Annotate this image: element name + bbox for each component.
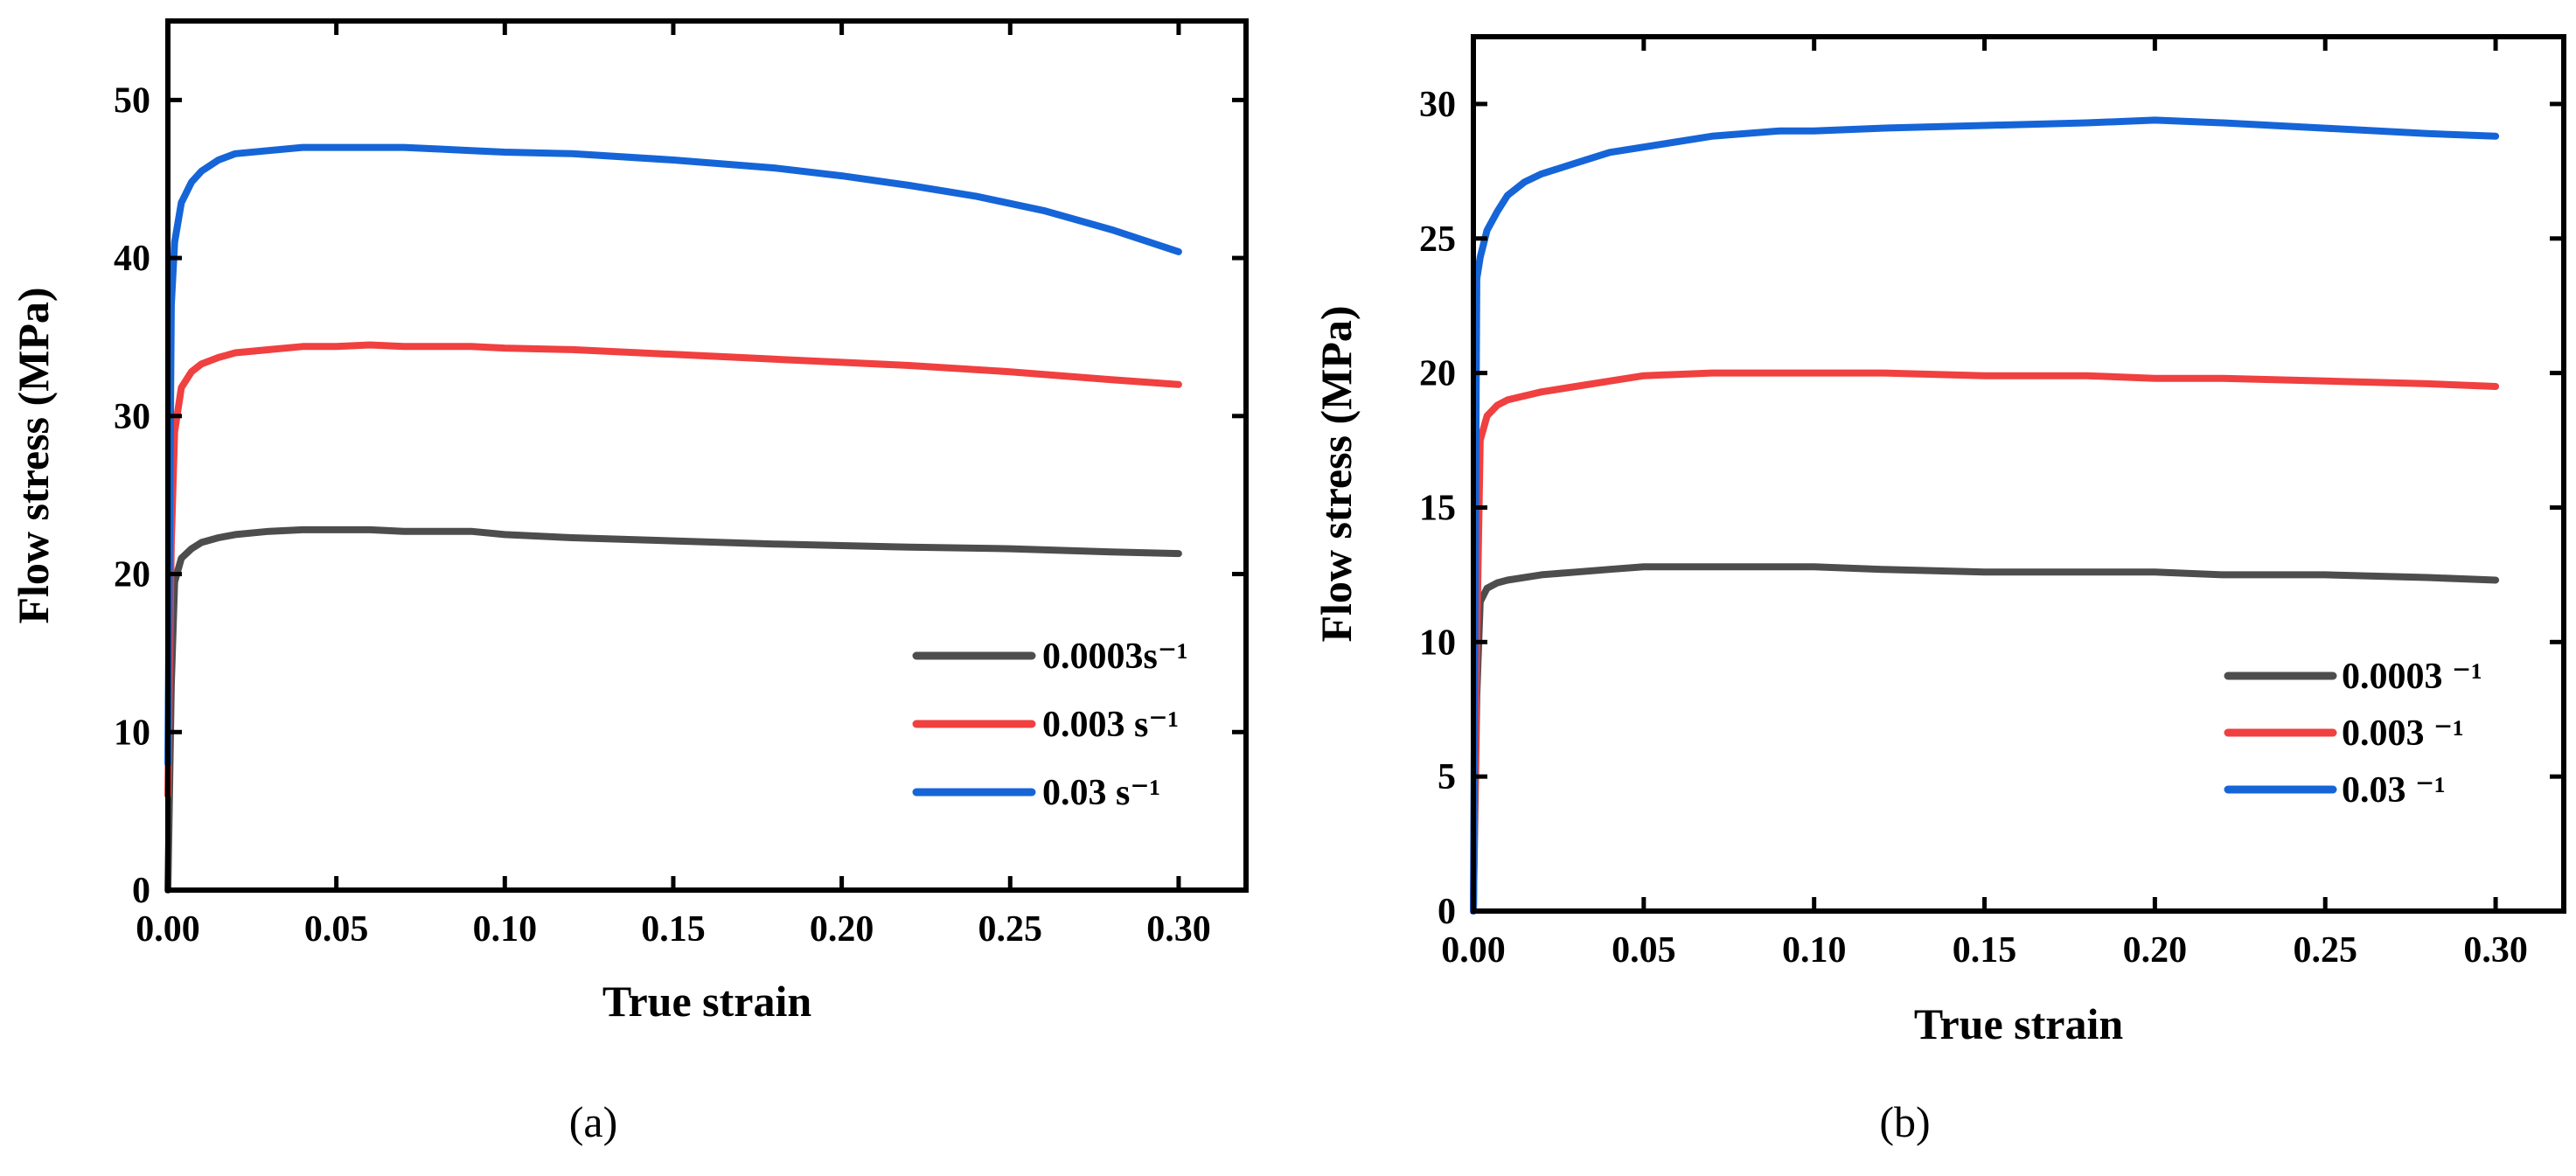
x-tick-label-b-6: 0.30 (2463, 930, 2528, 971)
y-tick-label-b-5: 25 (1419, 219, 1456, 260)
x-tick-label-a-1: 0.05 (304, 909, 369, 950)
chart-a: 0.00 0.05 0.10 0.15 0.20 0.25 0.30 0 10 20 30 40 50 T… (9, 18, 1249, 1146)
x-tick-label-a-5: 0.25 (978, 909, 1043, 950)
y-tick-label-b-4: 20 (1419, 354, 1456, 394)
x-tick-label-b-1: 0.05 (1612, 930, 1676, 971)
y-tick-label-a-4: 40 (114, 239, 150, 279)
y-tick-label-b-6: 30 (1419, 85, 1456, 125)
y-axis-title-a: Flow stress (MPa) (9, 287, 58, 623)
x-axis-title-a: True strain (602, 977, 812, 1026)
legend-label-b-2: 0.03 ⁻¹ (2342, 770, 2446, 811)
x-tick-label-b-3: 0.15 (1953, 930, 2017, 971)
legend-label-a-2: 0.03 s⁻¹ (1042, 773, 1160, 813)
y-tick-label-a-3: 30 (114, 397, 150, 437)
y-tick-label-a-5: 50 (114, 80, 150, 121)
series-line-b-2 (1470, 116, 2500, 915)
chart-b: 0.00 0.05 0.10 0.15 0.20 0.25 0.30 0 5 10 15 20 25 30… (1312, 34, 2566, 1146)
y-tick-label-a-0: 0 (132, 871, 150, 911)
y-tick-label-b-0: 0 (1438, 892, 1456, 932)
panel-label-b: (b) (1879, 1097, 1930, 1146)
series-line-a-0 (164, 525, 1182, 894)
y-tick-label-b-2: 10 (1419, 623, 1456, 663)
series-line-b-0 (1470, 563, 2500, 915)
series-line-a-2 (164, 143, 1182, 768)
legend-label-b-1: 0.003 ⁻¹ (2342, 713, 2464, 754)
x-tick-label-a-6: 0.30 (1146, 909, 1211, 950)
legend-label-a-0: 0.0003s⁻¹ (1042, 637, 1188, 677)
y-axis-title-b: Flow stress (MPa) (1312, 305, 1361, 642)
y-tick-label-a-1: 10 (114, 713, 150, 753)
x-tick-label-b-0: 0.00 (1441, 930, 1506, 971)
x-tick-label-a-3: 0.15 (641, 909, 706, 950)
y-tick-label-b-3: 15 (1419, 488, 1456, 528)
x-tick-label-b-2: 0.10 (1782, 930, 1847, 971)
legend-label-a-1: 0.003 s⁻¹ (1042, 705, 1179, 745)
series-line-a-1 (164, 341, 1182, 799)
series-line-b-1 (1470, 369, 2500, 915)
x-tick-label-a-4: 0.20 (810, 909, 874, 950)
x-tick-label-a-0: 0.00 (136, 909, 200, 950)
x-tick-label-b-4: 0.20 (2123, 930, 2188, 971)
plot-frame-b (1471, 34, 2566, 914)
legend-label-b-0: 0.0003 ⁻¹ (2342, 657, 2482, 697)
panel-label-a: (a) (569, 1097, 618, 1146)
x-axis-title-b: True strain (1914, 999, 2124, 1048)
y-tick-label-b-1: 5 (1438, 757, 1456, 797)
y-tick-label-a-2: 20 (114, 555, 150, 595)
x-tick-label-b-5: 0.25 (2293, 930, 2357, 971)
x-tick-label-a-2: 0.10 (473, 909, 538, 950)
plot-frame-a (165, 18, 1249, 893)
